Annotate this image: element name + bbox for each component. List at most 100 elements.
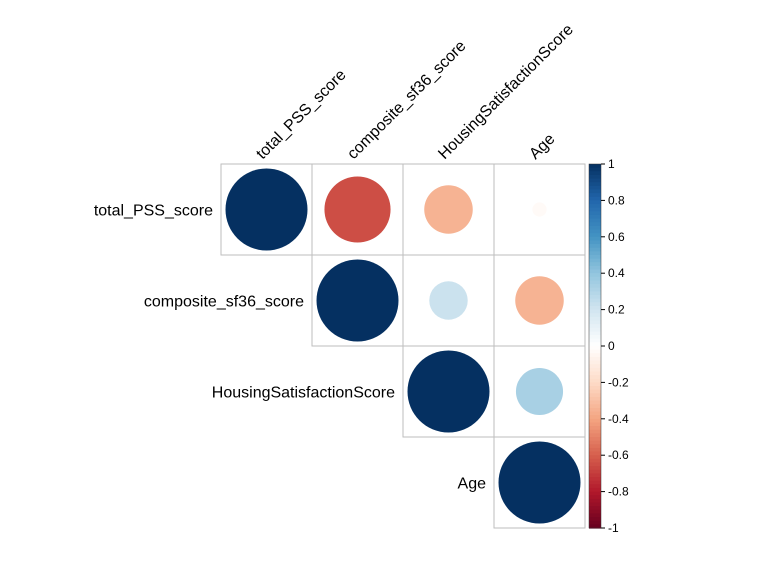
legend-color-step [589, 480, 601, 485]
legend-color-step [589, 495, 601, 500]
legend-color-step [589, 196, 601, 201]
legend-color-step [589, 309, 601, 314]
legend-tick-label: -0.2 [608, 375, 629, 389]
legend-color-step [589, 353, 601, 358]
legend-color-step [589, 364, 601, 369]
legend-color-step [589, 418, 601, 424]
legend-color-step [589, 509, 601, 515]
legend-color-step [589, 411, 601, 416]
legend-color-step [589, 356, 601, 362]
row-label: HousingSatisfactionScore [212, 385, 395, 402]
legend-color-step [589, 469, 601, 474]
correlation-circle [515, 276, 564, 325]
column-label: total_PSS_score [253, 66, 349, 162]
legend-color-step [589, 506, 601, 511]
legend-color-step [589, 371, 601, 376]
legend-color-step [589, 214, 601, 220]
legend-color-step [589, 513, 601, 518]
legend-color-step [589, 269, 601, 274]
legend-color-step [589, 287, 601, 292]
legend-tick-label: -0.4 [608, 412, 629, 426]
correlation-circle [424, 185, 473, 234]
legend-ticks: 1 0.8 0.6 0.4 0.2 0 -0.2 -0.4 -0.6 -0.8 -1 [601, 157, 629, 535]
legend-color-step [589, 473, 601, 478]
legend-color-step [589, 233, 601, 238]
legend-color-step [589, 193, 601, 198]
legend-color-step [589, 396, 601, 402]
legend-color-step [589, 451, 601, 456]
legend-color-step [589, 367, 601, 373]
row-labels: total_PSS_score composite_sf36_score Housi… [94, 203, 486, 493]
legend-color-step [589, 316, 601, 322]
legend-color-step [589, 466, 601, 471]
legend-color-step [589, 433, 601, 438]
legend-tick-label: 1 [608, 157, 615, 171]
legend-color-step [589, 429, 601, 434]
legend-color-step [589, 291, 601, 296]
correlation-circle [324, 176, 391, 243]
legend-tick-label: -1 [608, 521, 619, 535]
legend-color-step [589, 375, 601, 380]
legend-color-step [589, 251, 601, 256]
legend-color-step [589, 167, 601, 172]
legend-color-step [589, 164, 601, 169]
legend-color-step [589, 386, 601, 391]
legend-tick-label: -0.6 [608, 448, 629, 462]
row-label: total_PSS_score [94, 203, 213, 220]
legend-tick-label: 0.4 [608, 266, 625, 280]
legend-color-step [589, 276, 601, 282]
legend-color-step [589, 502, 601, 507]
legend-color-step [589, 444, 601, 449]
legend-color-step [589, 313, 601, 318]
legend-color-step [589, 280, 601, 285]
legend-tick-label: -0.8 [608, 485, 629, 499]
legend-color-step [589, 273, 601, 278]
legend-color-step [589, 222, 601, 227]
color-legend: 1 0.8 0.6 0.4 0.2 0 -0.2 -0.4 -0.6 -0.8 -1 [588, 157, 629, 535]
legend-color-step [589, 229, 601, 234]
legend-color-step [589, 520, 601, 525]
legend-color-step [589, 491, 601, 496]
legend-color-step [589, 447, 601, 453]
legend-color-step [589, 236, 601, 242]
row-label: composite_sf36_score [144, 294, 304, 311]
legend-color-step [589, 258, 601, 263]
legend-color-step [589, 458, 601, 464]
correlation-circle [498, 441, 581, 524]
legend-tick-label: 0.2 [608, 303, 625, 317]
legend-color-step [589, 244, 601, 249]
legend-color-step [589, 211, 601, 216]
correlation-cells [220, 163, 586, 529]
cell-border [493, 436, 586, 529]
legend-color-step [589, 284, 601, 289]
legend-color-step [589, 498, 601, 504]
legend-color-step [589, 265, 601, 271]
legend-color-step [589, 182, 601, 187]
legend-color-step [589, 455, 601, 460]
legend-color-step [589, 404, 601, 409]
legend-color-step [589, 240, 601, 245]
legend-color-step [589, 218, 601, 223]
legend-color-step [589, 207, 601, 212]
legend-color-step [589, 305, 601, 311]
legend-color-step [589, 487, 601, 493]
column-labels: total_PSS_scorecomposite_sf36_scoreHousi… [253, 21, 577, 163]
legend-color-step [589, 247, 601, 252]
legend-tick-label: 0 [608, 339, 615, 353]
legend-color-step [589, 225, 601, 231]
legend-color-step [589, 295, 601, 300]
legend-color-step [589, 338, 601, 343]
legend-color-step [589, 400, 601, 405]
legend-color-step [589, 298, 601, 303]
legend-color-step [589, 517, 601, 522]
legend-color-step [589, 407, 601, 413]
column-label: Age [526, 131, 558, 163]
legend-color-step [589, 440, 601, 445]
legend-color-step [589, 477, 601, 482]
legend-color-step [589, 437, 601, 442]
legend-color-step [589, 462, 601, 467]
legend-color-step [589, 426, 601, 431]
legend-color-step [589, 204, 601, 209]
legend-color-step [589, 327, 601, 333]
legend-color-step [589, 484, 601, 489]
